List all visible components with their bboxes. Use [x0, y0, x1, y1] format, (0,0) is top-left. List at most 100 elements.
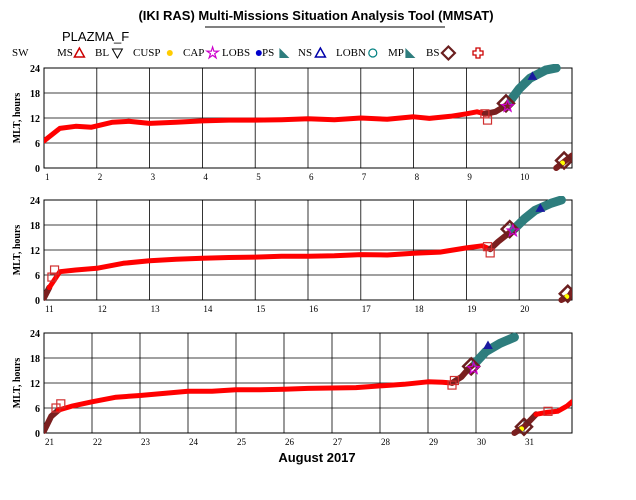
legend-label-ns: NS: [298, 47, 312, 59]
x-tick-label: 12: [98, 304, 107, 314]
y-tick-label: 12: [30, 379, 40, 390]
y-tick-label: 12: [30, 114, 40, 125]
series-line-ps: [506, 64, 561, 104]
legend-symbol-bl-icon: [111, 48, 124, 60]
legend-symbol-bs-icon: [440, 44, 457, 62]
x-tick-label: 11: [45, 304, 54, 314]
chart-subtitle: PLAZMA_F: [62, 29, 129, 44]
panel-plot-area: [44, 196, 572, 304]
x-tick-label: 29: [429, 437, 439, 447]
x-tick-label: 31: [525, 437, 534, 447]
series-line-ps: [471, 332, 519, 367]
legend-symbol-ms-icon: [73, 46, 86, 58]
x-tick-label: 28: [381, 437, 391, 447]
panel-frame: [43, 67, 573, 169]
x-tick-label: 27: [333, 437, 343, 447]
marker-cap: [505, 223, 521, 238]
marker-bs: [543, 406, 553, 416]
x-tick-label: 22: [93, 437, 102, 447]
legend-symbol-lobn-icon: [368, 48, 378, 58]
x-tick-label: 5: [256, 172, 261, 182]
panel-3: 21 22 23 24 25 26 27 28 29 30 31 0 6 12 18 24 MLT, hours: [12, 329, 573, 447]
y-axis-label: MLT, hours: [12, 93, 23, 144]
marker-mp: [514, 416, 534, 437]
x-tick-label: 21: [45, 437, 54, 447]
marker-mp: [461, 356, 481, 377]
x-tick-label: 1: [45, 172, 50, 182]
marker-bs: [449, 375, 459, 386]
legend-label-bl: BL: [95, 47, 109, 59]
x-tick-label: 14: [203, 304, 213, 314]
legend-symbol-ns-icon: [314, 46, 327, 58]
panel-frame: [43, 332, 573, 434]
x-tick-label: 26: [285, 437, 295, 447]
series-line-ms: [511, 411, 539, 436]
marker-mp: [499, 219, 520, 239]
legend-symbol-ps-icon: [279, 48, 290, 58]
y-tick-label: 0: [35, 296, 40, 307]
x-tick-label: 30: [477, 437, 487, 447]
legend-symbol-lobs-icon: [255, 50, 262, 56]
x-axis-label: August 2017: [278, 450, 355, 465]
series-line-sw: [55, 379, 455, 413]
x-tick-label: 15: [256, 304, 266, 314]
y-tick-label: 0: [35, 429, 40, 440]
legend: SW MS BL CUSP CAP LOBS PS NS LOBN MP BS: [12, 44, 484, 62]
y-tick-label: 6: [35, 139, 40, 150]
series-line-sw: [44, 109, 488, 144]
y-axis-label: MLT, hours: [12, 358, 23, 409]
marker-bs: [47, 272, 57, 282]
series-line-ms: [44, 407, 62, 434]
y-tick-label: 6: [35, 271, 40, 282]
panel-plot-area: [44, 332, 572, 437]
x-tick-label: 6: [309, 172, 314, 182]
marker-bs: [49, 265, 60, 275]
marker-bs: [485, 248, 495, 258]
y-tick-label: 12: [30, 246, 40, 257]
y-tick-label: 24: [30, 196, 40, 207]
y-axis-label: MLT, hours: [12, 225, 23, 276]
legend-label-ms: MS: [57, 47, 73, 59]
x-tick-label: 23: [141, 437, 151, 447]
legend-symbol-cusp-icon: [166, 50, 173, 56]
marker-bs: [480, 109, 490, 119]
legend-label-lobn: LOBN: [336, 47, 366, 59]
legend-label-bs: BS: [426, 47, 439, 59]
y-tick-label: 18: [30, 221, 40, 232]
legend-label-lobs: LOBS: [222, 47, 250, 59]
x-tick-label: 19: [467, 304, 477, 314]
panel-frame: [43, 199, 573, 301]
y-tick-label: 6: [35, 404, 40, 415]
x-tick-label: 25: [237, 437, 247, 447]
legend-label-ps: PS: [262, 47, 274, 59]
series-line-sw: [46, 243, 493, 290]
marker-bs: [482, 115, 493, 125]
y-tick-label: 0: [35, 164, 40, 175]
y-tick-label: 24: [30, 329, 40, 340]
x-tick-label: 9: [467, 172, 472, 182]
series-line-ps: [509, 196, 566, 234]
x-tick-label: 3: [151, 172, 156, 182]
marker-bs: [482, 242, 493, 252]
legend-label-mp: MP: [388, 47, 404, 59]
y-tick-label: 18: [30, 89, 40, 100]
x-tick-label: 4: [203, 172, 208, 182]
y-tick-label: 24: [30, 64, 40, 75]
legend-symbol-mp-icon: [405, 48, 416, 58]
x-tick-label: 18: [415, 304, 425, 314]
x-tick-label: 8: [415, 172, 420, 182]
marker-bs: [56, 399, 66, 409]
x-tick-label: 2: [98, 172, 103, 182]
marker-ns: [527, 71, 538, 80]
legend-label-sw: SW: [12, 47, 29, 59]
x-tick-label: 7: [362, 172, 367, 182]
legend-label-cap: CAP: [183, 47, 204, 59]
marker-cap: [500, 98, 515, 113]
x-tick-label: 24: [189, 437, 199, 447]
legend-symbol-cross-icon: [472, 47, 484, 59]
marker-ns: [535, 203, 546, 212]
x-tick-label: 17: [362, 304, 372, 314]
